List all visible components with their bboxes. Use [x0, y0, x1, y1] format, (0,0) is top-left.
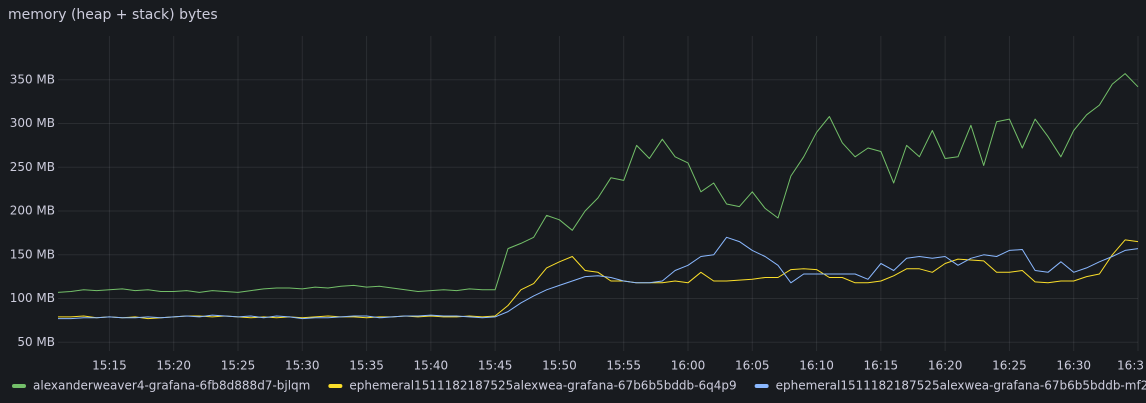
x-tick-label: 16:00 — [671, 359, 706, 373]
x-tick-label: 16:10 — [799, 359, 834, 373]
x-tick-label: 15:40 — [414, 359, 449, 373]
x-tick-label: 16:3 — [1117, 359, 1144, 373]
x-tick-label: 15:25 — [221, 359, 256, 373]
legend-label: alexanderweaver4-grafana-6fb8d888d7-bjlq… — [33, 379, 310, 393]
legend-label: ephemeral1511182187525alexwea-grafana-67… — [349, 379, 736, 393]
y-tick-label: 150 MB — [10, 247, 55, 261]
x-tick-label: 15:50 — [542, 359, 577, 373]
legend-swatch — [754, 384, 769, 388]
y-tick-label: 250 MB — [10, 160, 55, 174]
x-tick-label: 15:35 — [349, 359, 384, 373]
y-tick-label: 50 MB — [17, 335, 55, 349]
legend-swatch — [12, 384, 26, 388]
legend-swatch — [328, 384, 343, 388]
chart-title: memory (heap + stack) bytes — [8, 7, 218, 23]
series-line — [58, 239, 1139, 320]
x-tick-label: 15:55 — [606, 359, 641, 373]
y-tick-label: 100 MB — [10, 291, 55, 305]
x-tick-label: 16:05 — [735, 359, 770, 373]
x-tick-label: 16:30 — [1056, 359, 1091, 373]
x-tick-label: 15:30 — [285, 359, 320, 373]
x-tick-label: 16:25 — [992, 359, 1027, 373]
series-line — [58, 236, 1139, 320]
x-tick-label: 15:15 — [92, 359, 127, 373]
y-tick-label: 300 MB — [10, 116, 55, 130]
x-tick-label: 15:20 — [156, 359, 191, 373]
y-tick-label: 350 MB — [10, 72, 55, 86]
y-tick-label: 200 MB — [10, 204, 55, 218]
legend-label: ephemeral1511182187525alexwea-grafana-67… — [776, 379, 1146, 393]
x-tick-label: 16:15 — [864, 359, 899, 373]
series-line — [57, 73, 1139, 293]
x-tick-label: 16:20 — [928, 359, 963, 373]
x-tick-label: 15:45 — [478, 359, 513, 373]
